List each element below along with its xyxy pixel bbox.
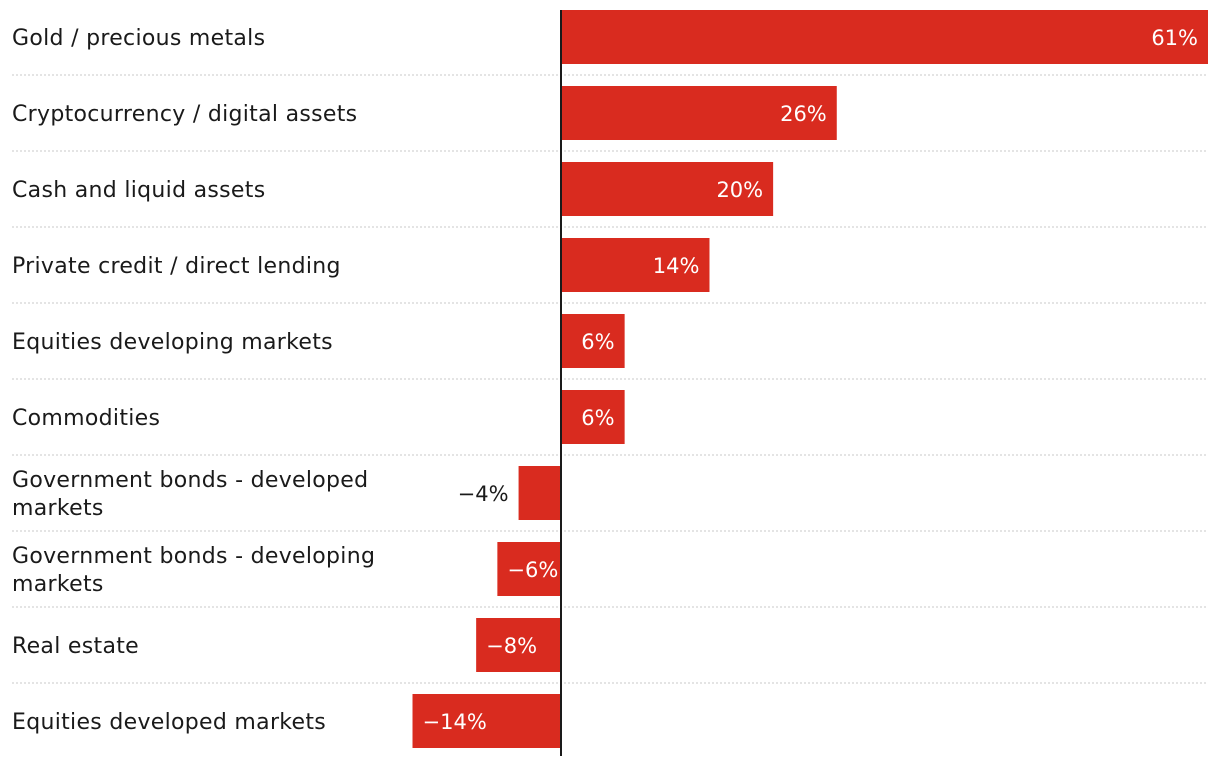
category-label-private-credit-direct-lending: Private credit / direct lending [12,254,341,279]
value-label-government-bonds-developed-markets: −4% [458,482,509,506]
category-label-government-bonds-developed-markets: Government bonds - developed markets [12,468,368,521]
bar-real-estate [476,618,561,672]
bar-government-bonds-developing-markets [497,542,561,596]
value-label-equities-developed-markets: −14% [423,710,487,734]
bar-gold-precious-metals [561,10,1208,64]
bar-government-bonds-developed-markets [518,466,561,520]
category-label-government-bonds-developing-markets: Government bonds - developing markets [12,544,375,597]
value-label-real-estate: −8% [486,634,537,658]
category-labels: Gold / precious metals Cryptocurrency / d… [12,26,375,735]
bar-equities-developed-markets [412,694,561,748]
bar-cash-and-liquid-assets [561,162,774,216]
value-label-government-bonds-developing-markets: −6% [507,558,558,582]
bar-cryptocurrency-digital-assets [561,86,837,140]
value-label-private-credit-direct-lending: 14% [653,254,700,278]
bar-equities-developing-markets [561,314,625,368]
bar-private-credit-direct-lending [561,238,710,292]
category-label-real-estate: Real estate [12,634,139,659]
row-separators [12,74,1208,684]
value-labels: 61% 26% 20% 14% 6% 6% −4% −6% −8% −14% [423,26,1198,734]
category-label-cash-and-liquid-assets: Cash and liquid assets [12,178,265,203]
value-label-commodities: 6% [581,406,614,430]
value-label-gold-precious-metals: 61% [1151,26,1198,50]
category-label-commodities: Commodities [12,406,160,431]
category-label-equities-developing-markets: Equities developing markets [12,330,333,355]
category-label-gold-precious-metals: Gold / precious metals [12,26,265,51]
bars-group [412,10,1208,748]
value-label-equities-developing-markets: 6% [581,330,614,354]
bar-commodities [561,390,625,444]
category-label-equities-developed-markets: Equities developed markets [12,710,326,735]
category-label-cryptocurrency-digital-assets: Cryptocurrency / digital assets [12,102,357,127]
value-label-cash-and-liquid-assets: 20% [716,178,763,202]
value-label-cryptocurrency-digital-assets: 26% [780,102,827,126]
